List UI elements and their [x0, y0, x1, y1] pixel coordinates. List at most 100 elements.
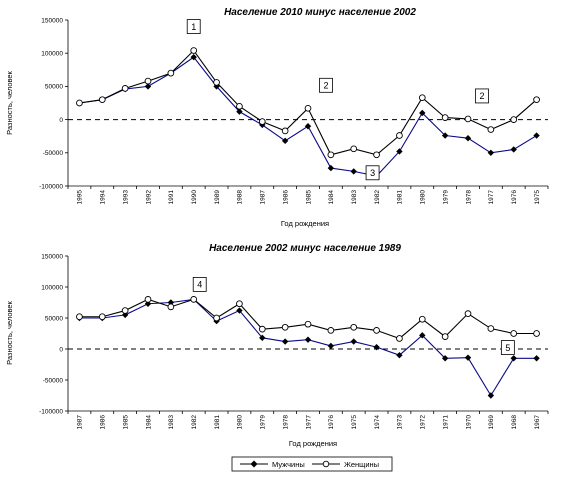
chart-bottom-callout-box	[500, 340, 515, 355]
chart-top-point-women	[350, 145, 358, 153]
chart-top-point-women	[144, 77, 152, 85]
chart-top-x-tick-label: 1995	[77, 190, 84, 205]
chart-top-x-tick-label: 1988	[237, 190, 244, 205]
chart-top-point-men	[304, 123, 312, 130]
chart-top-point-women	[487, 126, 495, 133]
chart-top-x-tick-label: 1978	[465, 190, 472, 205]
chart-bottom-point-women	[281, 323, 289, 331]
chart-bottom-callout-box	[192, 276, 207, 292]
chart-bottom-point-women	[304, 320, 312, 328]
chart-bottom-x-tick-label: 1972	[420, 415, 427, 430]
chart-top-point-women	[76, 99, 83, 107]
chart-top-x-tick-label: 1980	[420, 190, 427, 205]
chart-top-y-tick-label: 150000	[41, 17, 63, 24]
chart-top-x-axis-label: Год рождения	[281, 219, 329, 228]
chart-bottom-point-women	[441, 333, 449, 340]
chart-bottom-callout-label: 4	[197, 280, 202, 290]
chart-bottom-point-men	[464, 354, 472, 361]
chart-bottom-point-women	[418, 315, 426, 323]
chart-bottom-point-women	[258, 325, 266, 333]
chart-bottom-point-men	[281, 338, 289, 345]
chart-bottom-point-women	[487, 325, 495, 332]
chart-top-point-men	[487, 149, 495, 156]
legend: Мужчины Женщины	[231, 456, 393, 472]
chart-bottom-point-men	[373, 343, 380, 351]
chart-top-point-men	[281, 137, 289, 145]
chart-top-callout-label: 2	[323, 81, 328, 91]
chart-bottom-x-tick-label: 1976	[328, 415, 335, 430]
chart-bottom-x-tick-label: 1967	[534, 415, 541, 430]
chart-bottom-x-tick-label: 1975	[351, 415, 358, 430]
chart-top-x-tick-label: 1979	[442, 190, 449, 205]
chart-top-callout-label: 1	[191, 22, 196, 32]
chart-bottom-point-men	[167, 299, 175, 306]
chart-top-y-tick-label: -50000	[43, 150, 64, 157]
chart-bottom-point-men	[533, 355, 540, 362]
chart-top-point-women	[327, 151, 335, 159]
chart-top-point-men	[419, 109, 426, 117]
chart-top-point-men	[236, 108, 243, 115]
chart-top-point-women	[98, 96, 106, 104]
chart-top-x-tick-label: 1986	[282, 190, 289, 205]
chart-bottom-point-men	[236, 307, 243, 314]
chart-top-point-women	[510, 116, 518, 123]
legend-label-men: Мужчины	[272, 460, 305, 469]
chart-bottom-x-tick-label: 1974	[374, 415, 381, 430]
chart-top-point-women	[167, 69, 175, 77]
chart-top-x-tick-label: 1989	[214, 190, 221, 205]
chart-top-x-tick-label: 1994	[100, 190, 107, 205]
chart-bottom-x-tick-label: 1969	[488, 415, 495, 430]
chart-top-x-tick-label: 1981	[397, 190, 404, 205]
chart-top-point-men	[144, 83, 152, 90]
chart-top: Население 2010 минус население 2002 Разн…	[5, 7, 549, 228]
chart-bottom-x-tick-label: 1987	[77, 415, 84, 430]
chart-top-x-tick-label: 1984	[328, 190, 335, 205]
chart-bottom-y-axis-label: Разность, человек	[5, 300, 14, 364]
chart-top-point-women	[190, 47, 198, 54]
chart-bottom-y-tick-label: -100000	[39, 408, 63, 415]
chart-bottom-x-tick-label: 1971	[442, 415, 449, 430]
chart-bottom-y-tick-label: 50000	[45, 315, 63, 322]
chart-bottom-point-women	[236, 300, 243, 308]
chart-top-x-tick-label: 1982	[374, 190, 381, 205]
legend-label-women: Женщины	[344, 460, 379, 469]
chart-bottom-y-tick-label: 0	[59, 346, 63, 353]
chart-bottom-point-men	[396, 352, 403, 359]
chart-top-callout-box	[365, 165, 380, 181]
chart-bottom-point-women	[98, 313, 106, 321]
chart-top-point-men	[396, 148, 403, 155]
chart-bottom-point-women	[190, 296, 198, 303]
chart-bottom-x-tick-label: 1968	[511, 415, 518, 430]
chart-top-point-women	[121, 85, 129, 92]
chart-top-point-men	[510, 146, 517, 153]
chart-top-x-tick-label: 1991	[168, 190, 175, 205]
chart-top-x-tick-label: 1993	[122, 190, 129, 205]
chart-bottom-point-women	[167, 303, 175, 311]
chart-bottom-point-men	[510, 355, 517, 362]
chart-bottom-x-tick-label: 1986	[100, 415, 107, 430]
chart-top-y-tick-label: 0	[59, 117, 63, 124]
chart-bottom-x-tick-label: 1983	[168, 415, 175, 430]
chart-bottom-x-tick-label: 1984	[145, 415, 152, 430]
chart-top-y-axis-label: Разность, человек	[5, 70, 14, 134]
chart-top-x-tick-label: 1977	[488, 190, 495, 205]
chart-bottom-x-tick-label: 1982	[191, 415, 198, 430]
chart-top-point-women	[304, 104, 312, 112]
chart-bottom-point-women	[76, 313, 83, 321]
chart-bottom-y-tick-label: 150000	[41, 253, 63, 260]
chart-top-point-men	[441, 132, 449, 139]
chart-bottom-x-tick-label: 1985	[122, 415, 129, 430]
legend-marker-women	[312, 460, 340, 468]
chart-bottom-point-men	[259, 334, 266, 342]
chart-bottom-point-men	[304, 336, 312, 343]
chart-bottom-x-tick-label: 1979	[260, 415, 267, 430]
chart-top-y-tick-label: 100000	[41, 51, 63, 58]
chart-bottom-x-tick-label: 1970	[465, 415, 472, 430]
chart-bottom-x-tick-label: 1978	[282, 415, 289, 430]
chart-bottom-point-men	[487, 392, 495, 399]
chart-bottom-x-tick-label: 1981	[214, 415, 221, 430]
chart-top-x-tick-label: 1975	[534, 190, 541, 205]
chart-top-callout-label: 3	[370, 168, 375, 178]
